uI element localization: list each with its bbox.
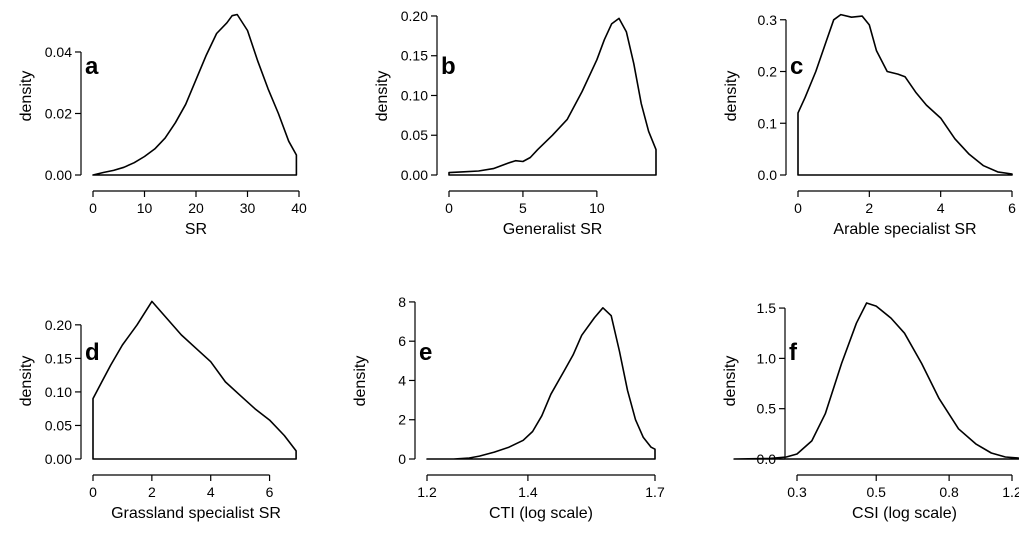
y-tick-label: 6 bbox=[398, 333, 406, 349]
y-tick-label: 0.5 bbox=[757, 401, 777, 417]
y-tick-label: 0.10 bbox=[401, 87, 428, 103]
y-tick-label: 8 bbox=[398, 294, 406, 310]
y-tick-label: 0.00 bbox=[45, 451, 72, 467]
x-tick-label: 0.5 bbox=[866, 484, 886, 500]
x-tick-label: 1.2 bbox=[1002, 484, 1019, 500]
y-tick-label: 2 bbox=[398, 412, 406, 428]
density-curve bbox=[733, 302, 1019, 460]
x-tick-label: 0 bbox=[89, 200, 97, 216]
y-tick-label: 0.05 bbox=[401, 127, 428, 143]
y-tick-label: 1.0 bbox=[757, 350, 777, 366]
y-axis-title: density bbox=[723, 71, 740, 122]
y-tick-label: 0.20 bbox=[45, 317, 72, 333]
y-axis-title: density bbox=[374, 71, 391, 122]
panel-c: 0.0 0.1 0.2 0.3 0 2 4 6 Arable specialist SR dens… bbox=[723, 12, 1016, 238]
panel-b: 0.00 0.05 0.10 0.15 0.20 0 5 10 Generalist SR den… bbox=[374, 8, 657, 238]
y-axis-title: density bbox=[352, 356, 369, 407]
x-tick-label: 0 bbox=[445, 200, 453, 216]
x-tick-label: 10 bbox=[589, 200, 605, 216]
panel-label: d bbox=[85, 339, 100, 366]
x-axis-title: Generalist SR bbox=[503, 221, 603, 238]
x-tick-label: 10 bbox=[137, 200, 153, 216]
x-tick-label: 1.4 bbox=[518, 484, 538, 500]
y-tick-label: 0 bbox=[398, 451, 406, 467]
x-tick-label: 30 bbox=[240, 200, 256, 216]
x-axis-title: CSI (log scale) bbox=[852, 505, 957, 522]
y-tick-label: 0.3 bbox=[758, 12, 778, 28]
y-tick-label: 0.05 bbox=[45, 417, 72, 433]
x-tick-label: 5 bbox=[519, 200, 527, 216]
x-tick-label: 2 bbox=[148, 484, 156, 500]
x-axis-title: SR bbox=[185, 221, 207, 238]
y-axis-title: density bbox=[18, 71, 35, 122]
y-tick-label: 0.02 bbox=[45, 105, 72, 121]
y-tick-label: 0.20 bbox=[401, 8, 428, 24]
y-tick-label: 0.04 bbox=[45, 44, 72, 60]
x-tick-label: 2 bbox=[865, 200, 873, 216]
y-tick-label: 0.00 bbox=[401, 167, 428, 183]
y-tick-label: 4 bbox=[398, 372, 406, 388]
y-axis-title: density bbox=[18, 356, 35, 407]
panel-e: 0 2 4 6 8 1.2 1.4 1.7 CTI (log scale) density e bbox=[352, 294, 665, 522]
panel-label: a bbox=[85, 53, 99, 80]
y-tick-label: 0.0 bbox=[758, 167, 778, 183]
y-tick-label: 0.1 bbox=[758, 115, 778, 131]
x-tick-label: 1.7 bbox=[645, 484, 665, 500]
x-tick-label: 0 bbox=[89, 484, 97, 500]
panel-label: f bbox=[789, 339, 798, 366]
panel-label: c bbox=[790, 53, 803, 80]
x-tick-label: 40 bbox=[291, 200, 307, 216]
y-tick-label: 1.5 bbox=[757, 300, 777, 316]
y-tick-label: 0.15 bbox=[45, 350, 72, 366]
x-tick-label: 6 bbox=[1008, 200, 1016, 216]
panel-a: 0.00 0.02 0.04 0 10 20 30 40 SR density a bbox=[18, 13, 307, 238]
y-tick-label: 0.2 bbox=[758, 64, 778, 80]
density-curve bbox=[448, 17, 657, 176]
density-curve bbox=[92, 300, 297, 460]
y-tick-label: 0.15 bbox=[401, 48, 428, 64]
y-tick-label: 0.00 bbox=[45, 167, 72, 183]
density-curve bbox=[92, 13, 298, 176]
x-tick-label: 4 bbox=[207, 484, 215, 500]
x-axis-title: CTI (log scale) bbox=[489, 505, 593, 522]
y-tick-label: 0.10 bbox=[45, 384, 72, 400]
x-tick-label: 4 bbox=[937, 200, 945, 216]
x-axis-title: Arable specialist SR bbox=[833, 221, 976, 238]
panel-label: b bbox=[441, 53, 456, 80]
x-tick-label: 20 bbox=[188, 200, 204, 216]
x-tick-label: 1.2 bbox=[417, 484, 437, 500]
density-curve bbox=[797, 13, 1013, 176]
x-tick-label: 0.3 bbox=[787, 484, 807, 500]
y-axis-title: density bbox=[722, 356, 739, 407]
x-tick-label: 0 bbox=[794, 200, 802, 216]
panel-label: e bbox=[419, 339, 432, 366]
density-curve bbox=[426, 307, 656, 460]
x-axis-title: Grassland specialist SR bbox=[111, 505, 281, 522]
panel-d: 0.00 0.05 0.10 0.15 0.20 0 2 4 6 Grassland specia… bbox=[18, 300, 297, 522]
x-tick-label: 6 bbox=[266, 484, 274, 500]
x-tick-label: 0.8 bbox=[939, 484, 959, 500]
